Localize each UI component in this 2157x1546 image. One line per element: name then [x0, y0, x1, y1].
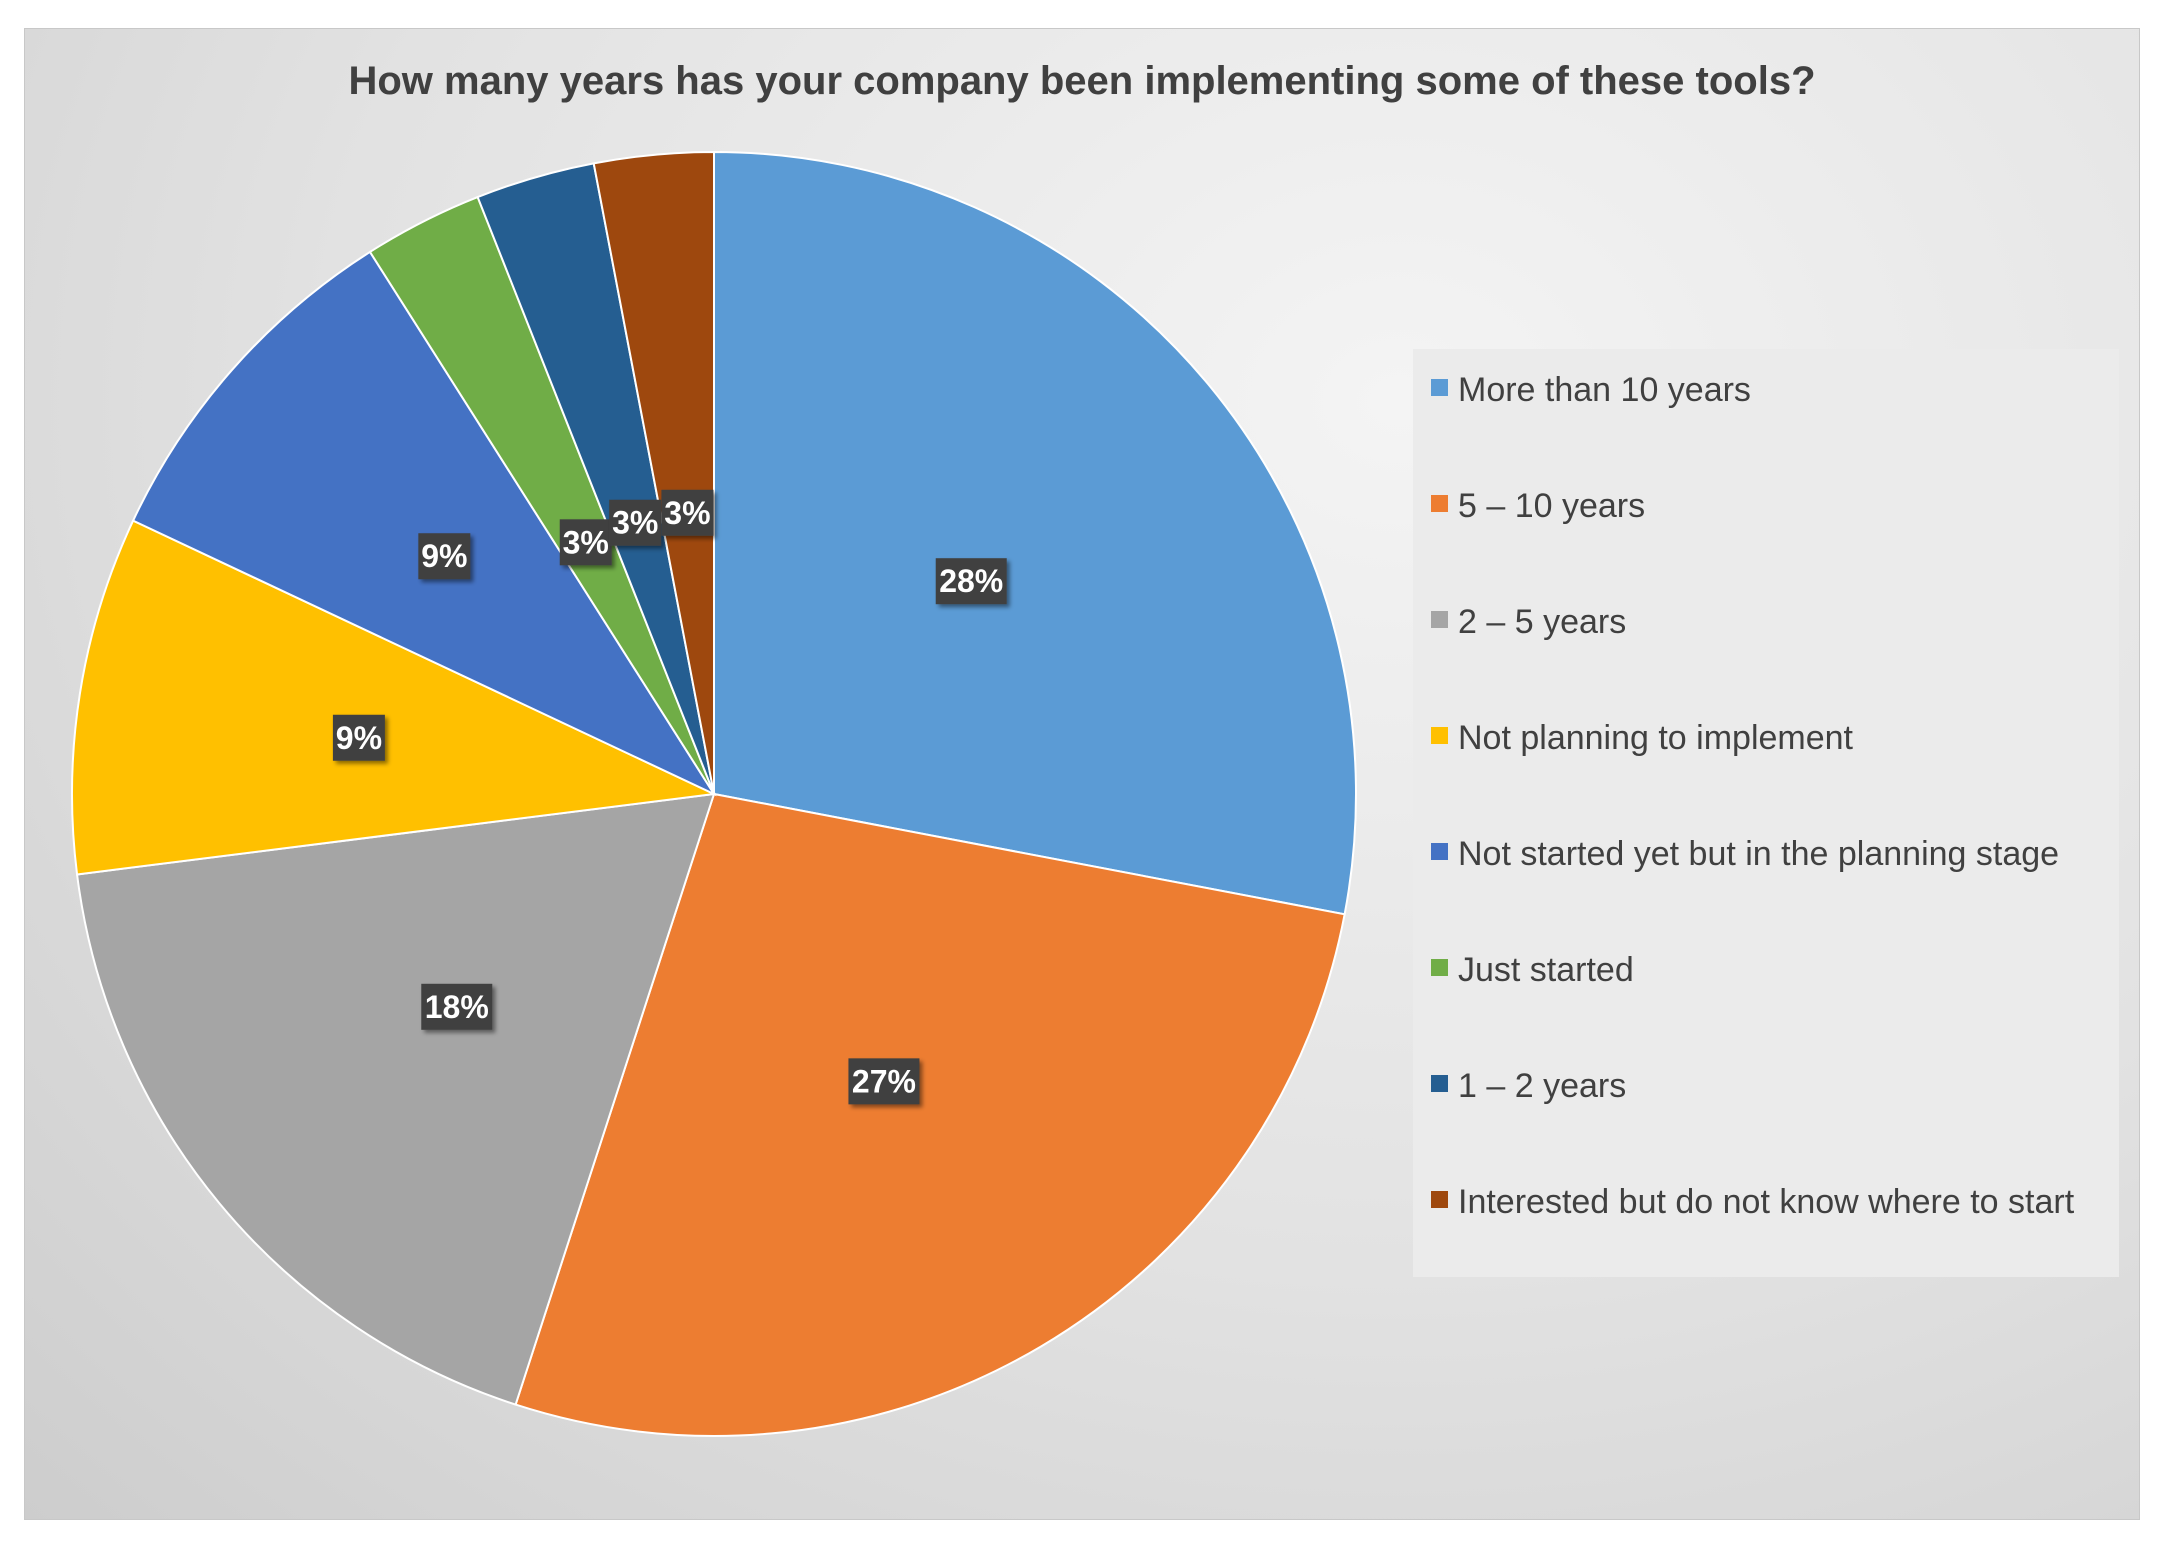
- pie-slice-more-than-10-years: [713, 150, 1357, 916]
- legend-item-5-10-years: 5 – 10 years: [1431, 483, 2111, 529]
- legend-label: 2 – 5 years: [1458, 603, 1627, 641]
- legend-item-interested-but-do-not-know-where-to-start: Interested but do not know where to star…: [1431, 1179, 2111, 1225]
- pie-slice-not-started-yet-but-in-the-planning-stage: [131, 250, 717, 797]
- pie-slice-5-10-years: [514, 792, 1346, 1437]
- legend-swatch: [1431, 1075, 1448, 1092]
- data-label-box: [418, 533, 471, 580]
- pie-slice-interested-but-do-not-know-where-to-start: [592, 150, 715, 795]
- legend-label: 1 – 2 years: [1458, 1067, 1627, 1105]
- data-label-box: [848, 1058, 920, 1105]
- data-label-text: 9%: [336, 720, 382, 756]
- data-label-box: [609, 499, 662, 546]
- data-label-box: [332, 714, 385, 761]
- pie-slice-2-5-years: [75, 792, 716, 1406]
- data-label-5-10-years: 27%: [848, 1058, 920, 1105]
- legend-swatch: [1431, 727, 1448, 744]
- data-label-text: 3%: [563, 524, 609, 560]
- legend-swatch: [1431, 379, 1448, 396]
- data-label-box: [559, 519, 612, 566]
- legend-label: 5 – 10 years: [1458, 487, 1646, 525]
- legend-label: More than 10 years: [1458, 371, 1751, 409]
- data-label-text: 28%: [939, 563, 1003, 599]
- legend: More than 10 years 5 – 10 years 2 – 5 year…: [1413, 349, 2119, 1277]
- legend-swatch: [1431, 495, 1448, 512]
- legend-item-1-2-years: 1 – 2 years: [1431, 1063, 2111, 1109]
- legend-swatch: [1431, 959, 1448, 976]
- legend-label: Interested but do not know where to star…: [1458, 1183, 2075, 1221]
- legend-label: Just started: [1458, 951, 1634, 989]
- chart-title: How many years has your company been imp…: [348, 59, 1816, 103]
- data-label-text: 3%: [612, 505, 658, 541]
- data-label-not-planning-to-implement: 9%: [332, 714, 385, 761]
- legend-swatch: [1431, 1191, 1448, 1208]
- data-label-text: 9%: [421, 538, 467, 574]
- data-label-more-than-10-years: 28%: [935, 558, 1007, 605]
- data-label-text: 27%: [852, 1063, 916, 1099]
- data-label-2-5-years: 18%: [421, 983, 493, 1030]
- data-label-1-2-years: 3%: [609, 499, 662, 546]
- data-label-not-started-yet-but-in-the-planning-stage: 9%: [418, 533, 471, 580]
- legend-item-just-started: Just started: [1431, 947, 2111, 993]
- data-label-box: [935, 558, 1007, 605]
- data-label-just-started: 3%: [559, 519, 612, 566]
- data-label-text: 3%: [664, 495, 710, 531]
- data-label-box: [421, 983, 493, 1030]
- legend-swatch: [1431, 843, 1448, 860]
- legend-label: Not started yet but in the planning stag…: [1458, 835, 2060, 873]
- legend-swatch: [1431, 611, 1448, 628]
- chart-area: How many years has your company been imp…: [24, 28, 2140, 1520]
- data-label-text: 18%: [425, 989, 489, 1025]
- pie-chart: 28%27%18%9%9% 3%3% 3%: [71, 150, 1357, 1437]
- legend-item-more-than-10-years: More than 10 years: [1431, 367, 2111, 413]
- data-label-interested-but-do-not-know-where-to-start: 3%: [661, 489, 714, 536]
- legend-label: Not planning to implement: [1458, 719, 1854, 757]
- legend-item-not-planning-to-implement: Not planning to implement: [1431, 715, 2111, 761]
- legend-item-2-5-years: 2 – 5 years: [1431, 599, 2111, 645]
- legend-item-not-started-yet-but-in-the-planning-stage: Not started yet but in the planning stag…: [1431, 831, 2111, 877]
- data-label-box: [661, 489, 714, 536]
- pie-slice-not-planning-to-implement: [71, 519, 718, 876]
